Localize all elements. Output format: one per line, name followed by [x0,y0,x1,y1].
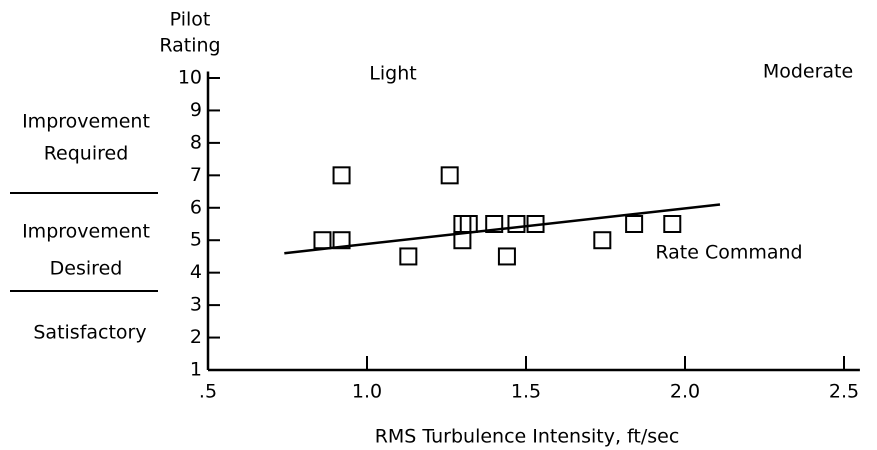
y-tick-label: 3 [190,294,202,316]
annotation: Light [369,63,416,85]
y-tick-label: 10 [178,67,202,89]
trend-line [284,203,721,255]
y-tick-label: 8 [190,131,202,153]
x-tick-label: 2.0 [670,381,700,403]
y-tick-label: 2 [190,326,202,348]
point [440,166,459,185]
x-tick-label: .5 [199,381,217,403]
y-tick-label: 5 [190,229,202,251]
annotation: Rate Command [655,242,802,264]
x-tick-label: 1.0 [352,381,382,403]
point [485,215,504,233]
point [332,231,351,250]
zone-label: Improvement [22,221,150,243]
point [593,231,612,250]
zone-label: Desired [50,258,123,280]
point [507,215,526,233]
y-label: Rating [159,35,220,57]
y-tick-label: 4 [190,261,202,283]
y-tick-label: 6 [190,196,202,218]
y-tick-label: 1 [190,359,202,381]
x-tick-label: 2.5 [829,381,859,403]
point [663,215,682,233]
point [625,215,644,233]
x-label: RMS Turbulence Intensity, ft/sec [375,426,680,448]
annotation: Moderate [763,61,853,83]
zone-label: Improvement [22,111,150,133]
zone-label: Required [44,143,129,165]
point [313,231,332,250]
point [399,247,418,266]
x-tick-label: 1.5 [511,381,541,403]
point [453,215,472,233]
y-tick-label: 7 [190,164,202,186]
point [497,247,516,266]
y-tick-label: 9 [190,99,202,121]
point [332,166,351,185]
zone-label: Satisfactory [33,322,146,344]
point [459,215,478,233]
y-label: Pilot [170,9,211,31]
